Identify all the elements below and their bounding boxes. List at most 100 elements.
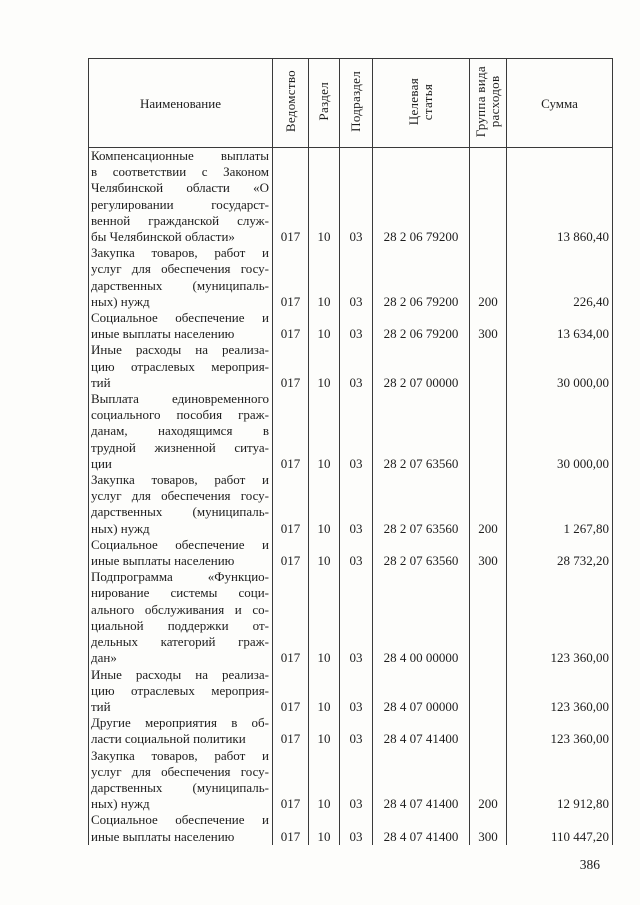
cell-podrazdel: 03	[339, 569, 373, 667]
cell-vedomstvo: 017	[272, 666, 309, 716]
name-line: Социальное обеспечение и	[91, 812, 269, 828]
cell-podrazdel: 03	[339, 472, 373, 537]
cell-celevaya-statya: 28 4 07 41400	[372, 715, 470, 748]
cell-celevaya-statya: 28 4 00 00000	[372, 569, 470, 667]
cell-name: Закупка товаров, работ и услуг для обеспе…	[88, 245, 273, 311]
name-line: иные выплаты населению	[91, 553, 235, 569]
cell-podrazdel: 03	[339, 147, 373, 246]
cell-podrazdel: 03	[339, 666, 373, 716]
cell-name: Компенсационные выплаты в соответствии с …	[88, 147, 273, 246]
cell-name: Социальное обеспечение и иные выплаты нас…	[88, 310, 273, 343]
cell-vedomstvo: 017	[272, 569, 309, 667]
table-row: Выплата единовременного социального пособ…	[88, 391, 613, 473]
name-line: ных) нужд	[91, 293, 150, 309]
cell-summa: 123 360,00	[506, 666, 613, 716]
cell-vedomstvo: 017	[272, 536, 309, 570]
cell-vedomstvo: 017	[272, 342, 309, 392]
name-line: ных) нужд	[91, 796, 150, 812]
cell-razdel: 10	[308, 569, 340, 667]
cell-podrazdel: 03	[339, 747, 373, 813]
cell-vedomstvo: 017	[272, 245, 309, 311]
name-line: ласти социальной политики	[91, 731, 246, 747]
cell-summa: 30 000,00	[506, 391, 613, 473]
name-line: Челябинской области «О	[91, 180, 269, 196]
name-line: дельных категорий граж-	[91, 634, 269, 650]
cell-vedomstvo: 017	[272, 747, 309, 813]
column-header-gruppa-vida-rashodov-label: Группа вида расходов	[473, 65, 502, 138]
cell-podrazdel: 03	[339, 310, 373, 343]
cell-gruppa: 200	[469, 747, 507, 813]
cell-razdel: 10	[308, 472, 340, 537]
cell-summa: 12 912,80	[506, 747, 613, 813]
table-header-row: Наименование Ведомство Раздел Подраздел …	[88, 58, 613, 148]
name-line: дарственных (муниципаль-	[91, 779, 269, 795]
cell-name: Социальное обеспечение и иные выплаты нас…	[88, 812, 273, 845]
cell-gruppa: 200	[469, 472, 507, 537]
cell-celevaya-statya: 28 2 07 00000	[372, 342, 470, 392]
cell-summa: 110 447,20	[506, 812, 613, 845]
cell-celevaya-statya: 28 4 07 41400	[372, 812, 470, 845]
cell-gruppa	[469, 147, 507, 246]
cell-razdel: 10	[308, 391, 340, 473]
cell-gruppa	[469, 715, 507, 748]
budget-table: Наименование Ведомство Раздел Подраздел …	[88, 58, 613, 845]
name-line: циальной поддержки от-	[91, 617, 269, 633]
cell-summa: 123 360,00	[506, 569, 613, 667]
cell-razdel: 10	[308, 536, 340, 570]
column-header-name-label: Наименование	[140, 95, 221, 111]
cell-summa: 123 360,00	[506, 715, 613, 748]
column-header-razdel-label: Раздел	[316, 82, 331, 121]
cell-celevaya-statya: 28 4 07 41400	[372, 747, 470, 813]
cell-razdel: 10	[308, 342, 340, 392]
cell-razdel: 10	[308, 245, 340, 311]
table-row: Подпрограмма «Функцио-нирование системы …	[88, 569, 613, 667]
cell-name: Выплата единовременного социального пособ…	[88, 391, 273, 473]
cell-vedomstvo: 017	[272, 147, 309, 246]
cell-celevaya-statya: 28 2 07 63560	[372, 472, 470, 537]
cell-celevaya-statya: 28 2 06 79200	[372, 147, 470, 246]
cell-razdel: 10	[308, 310, 340, 343]
cell-gruppa	[469, 569, 507, 667]
name-line: нирование системы соци-	[91, 585, 269, 601]
cell-name: Подпрограмма «Функцио-нирование системы …	[88, 569, 273, 667]
cell-celevaya-statya: 28 2 07 63560	[372, 391, 470, 473]
cell-gruppa: 300	[469, 536, 507, 570]
column-header-summa-label: Сумма	[541, 95, 578, 111]
name-line: венной гражданской служ-	[91, 212, 269, 228]
table-row: Закупка товаров, работ и услуг для обеспе…	[88, 472, 613, 537]
table-row: Закупка товаров, работ и услуг для обеспе…	[88, 747, 613, 813]
cell-name: Закупка товаров, работ и услуг для обеспе…	[88, 747, 273, 813]
cell-gruppa	[469, 391, 507, 473]
name-line: услуг для обеспечения госу-	[91, 488, 269, 504]
cell-name: Иные расходы на реализа-цию отраслевых м…	[88, 342, 273, 392]
name-line: Иные расходы на реализа-	[91, 666, 269, 682]
name-line: тий	[91, 698, 111, 714]
cell-podrazdel: 03	[339, 812, 373, 845]
name-line: дарственных (муниципаль-	[91, 277, 269, 293]
cell-vedomstvo: 017	[272, 715, 309, 748]
name-line: социального пособия граж-	[91, 407, 269, 423]
table-row: Иные расходы на реализа-цию отраслевых м…	[88, 342, 613, 392]
cell-celevaya-statya: 28 4 07 00000	[372, 666, 470, 716]
cell-summa: 13 634,00	[506, 310, 613, 343]
cell-summa: 226,40	[506, 245, 613, 311]
cell-podrazdel: 03	[339, 342, 373, 392]
name-line: Компенсационные выплаты	[91, 148, 269, 163]
cell-vedomstvo: 017	[272, 391, 309, 473]
cell-razdel: 10	[308, 666, 340, 716]
cell-celevaya-statya: 28 2 07 63560	[372, 536, 470, 570]
cell-celevaya-statya: 28 2 06 79200	[372, 310, 470, 343]
column-header-razdel: Раздел	[308, 58, 340, 148]
column-header-celevaya-statya-label: Целевая статья	[406, 77, 435, 126]
cell-gruppa	[469, 342, 507, 392]
cell-podrazdel: 03	[339, 715, 373, 748]
cell-podrazdel: 03	[339, 536, 373, 570]
cell-summa: 28 732,20	[506, 536, 613, 570]
name-line: услуг для обеспечения госу-	[91, 763, 269, 779]
name-line: ального обслуживания и со-	[91, 601, 269, 617]
name-line: Иные расходы на реализа-	[91, 342, 269, 358]
cell-razdel: 10	[308, 812, 340, 845]
table-row: Другие мероприятия в об-ласти социальной…	[88, 715, 613, 748]
cell-podrazdel: 03	[339, 245, 373, 311]
table-row: Социальное обеспечение и иные выплаты нас…	[88, 310, 613, 343]
